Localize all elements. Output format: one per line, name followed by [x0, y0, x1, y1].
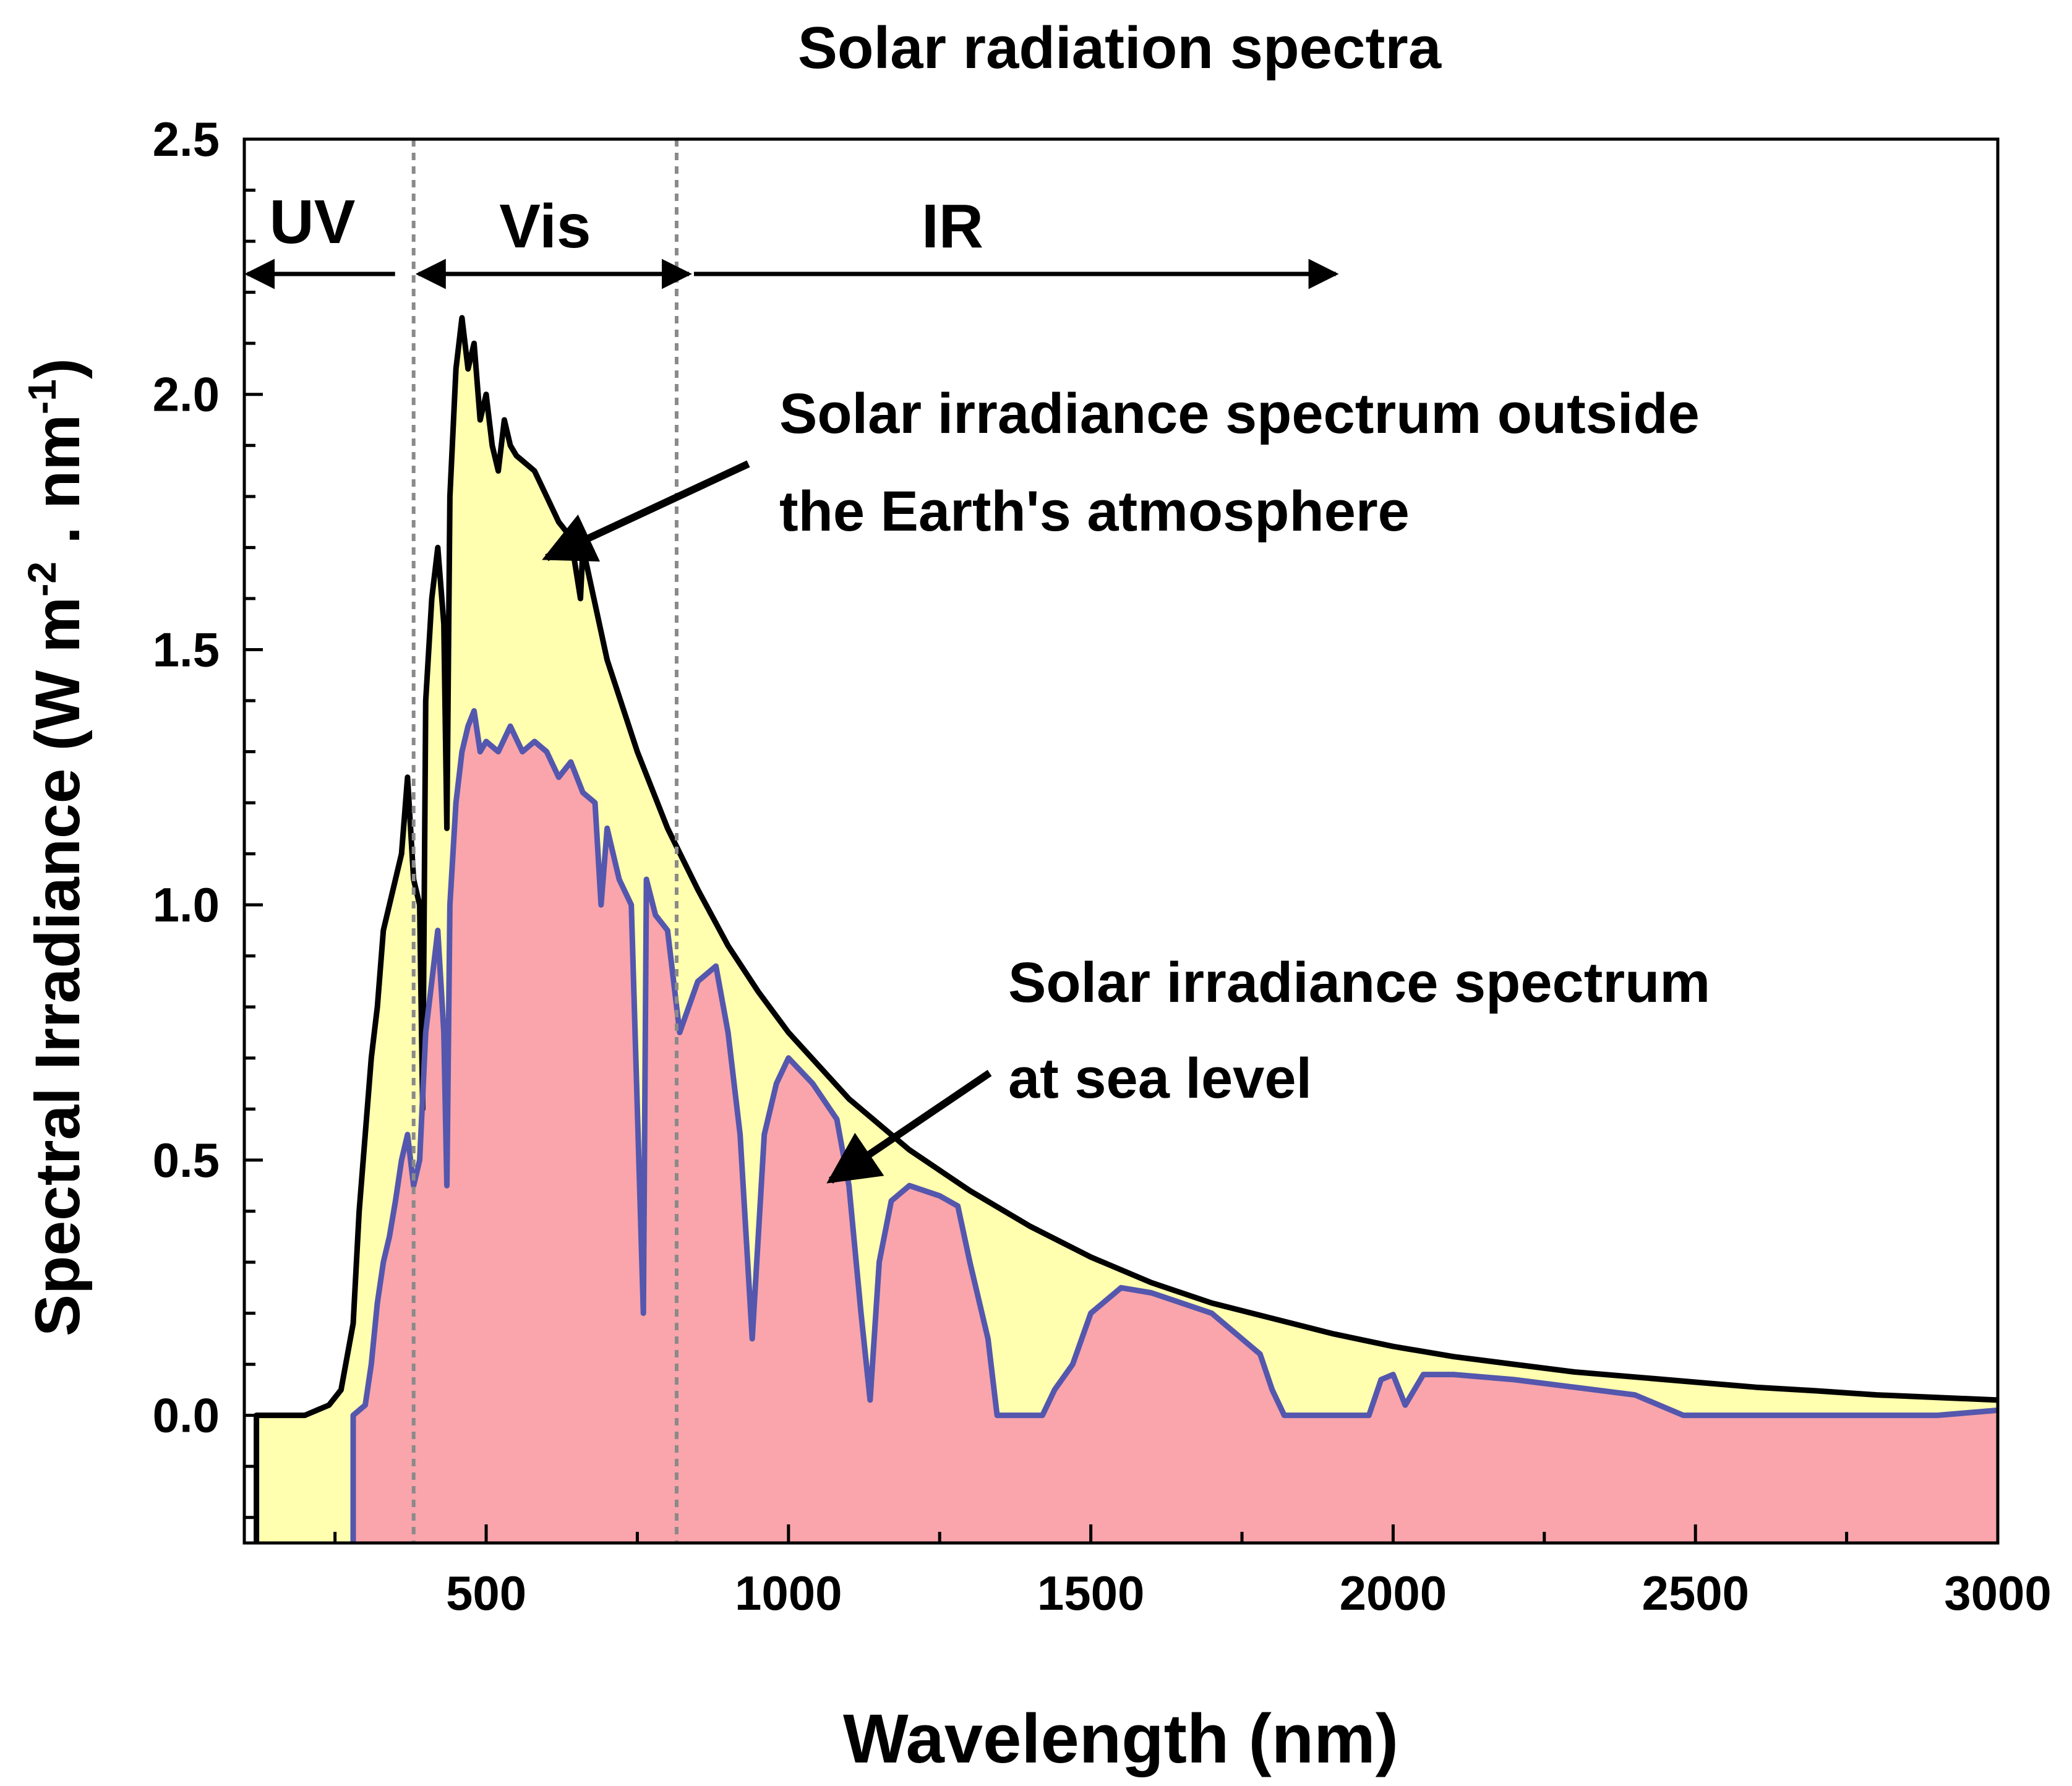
annotation-outside-arrow — [542, 460, 750, 562]
y-tick-label-0: 0.0 — [153, 1388, 220, 1443]
plot-area — [254, 139, 1998, 1543]
x-tick-label-1000: 1000 — [735, 1566, 842, 1620]
y-axis-title-close: ) — [22, 358, 93, 379]
sea-level-line — [350, 708, 1998, 1543]
y-axis-title-sup-m: -2 — [20, 562, 64, 597]
chart-title: Solar radiation spectra — [798, 15, 1442, 81]
y-axis-title-mid: . nm — [22, 414, 93, 562]
y-tick-label-2-5: 2.5 — [153, 112, 220, 166]
x-tick-label-1500: 1500 — [1037, 1566, 1145, 1620]
annotation-outside-line1: Solar irradiance spectrum outside — [779, 382, 1700, 445]
axis-ticks — [244, 137, 2000, 1543]
y-tick-label-1-0: 1.0 — [153, 878, 220, 932]
vis-region-label: Vis — [499, 192, 591, 261]
ir-region-label: IR — [922, 192, 983, 261]
y-tick-label-0-5: 0.5 — [153, 1133, 220, 1187]
x-axis-title: Wavelength (nm) — [843, 1700, 1398, 1777]
x-tick-label-2000: 2000 — [1340, 1566, 1447, 1620]
x-tick-label-3000: 3000 — [1944, 1566, 2052, 1620]
annotation-outside-line2: the Earth's atmosphere — [779, 480, 1410, 543]
annotation-sealevel-arrow — [826, 1070, 992, 1184]
plot-frame — [242, 137, 2000, 1545]
y-axis-title-main: Spectral Irradiance (W m — [22, 597, 93, 1336]
uv-region-label: UV — [270, 187, 356, 257]
x-tick-label-2500: 2500 — [1642, 1566, 1749, 1620]
outside-atmosphere-line — [254, 315, 1998, 1543]
sea-level-fill — [353, 711, 1998, 1543]
y-axis-title-sup-nm: -1 — [20, 379, 64, 414]
annotation-sealevel-line1: Solar irradiance spectrum — [1008, 951, 1710, 1014]
x-tick-label-500: 500 — [446, 1566, 526, 1620]
y-tick-label-2-0: 2.0 — [153, 367, 220, 422]
annotation-sealevel-line2: at sea level — [1008, 1047, 1312, 1110]
y-axis-title: Spectral Irradiance (W m-2 . nm-1) — [20, 358, 93, 1336]
y-tick-label-1-5: 1.5 — [153, 622, 220, 677]
